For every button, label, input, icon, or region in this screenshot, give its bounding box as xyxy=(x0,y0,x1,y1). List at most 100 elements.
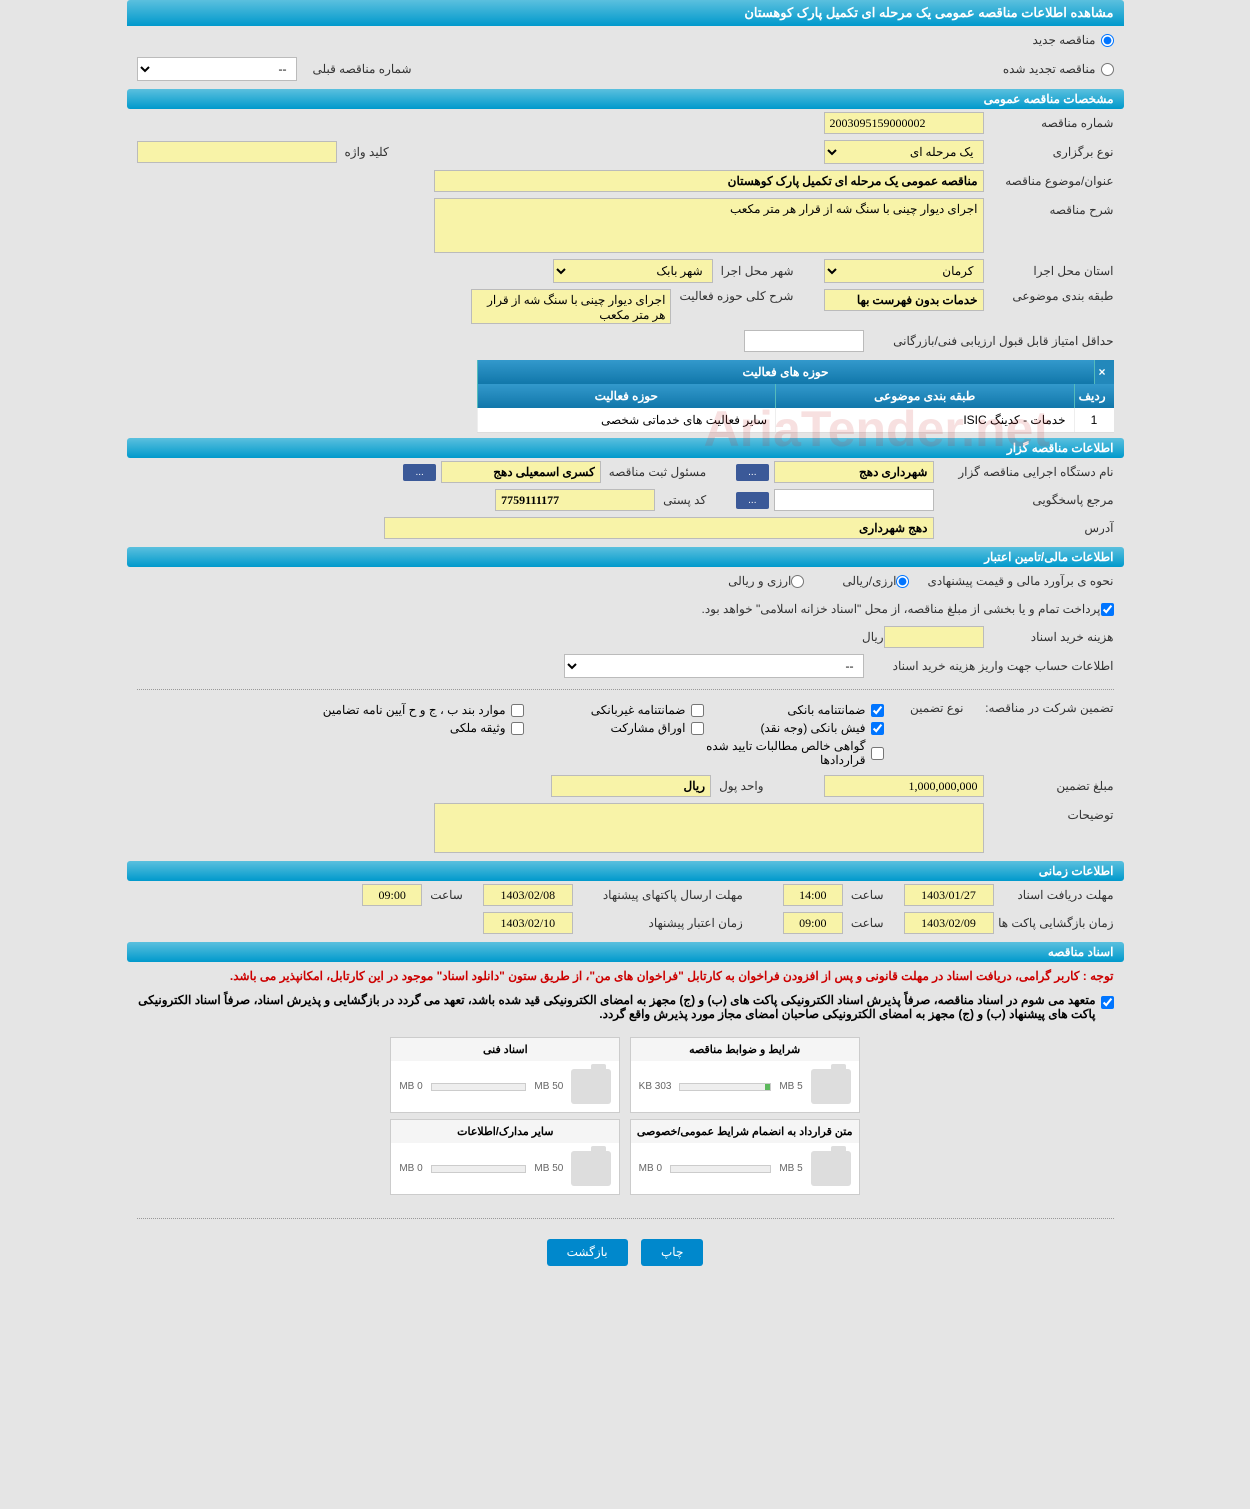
doc-box-4[interactable]: سایر مدارک/اطلاعات 50 MB 0 MB xyxy=(390,1119,620,1195)
guarantee-type-label: نوع تضمین xyxy=(884,701,964,715)
currency-rial-label: ارزی/ریالی xyxy=(834,574,896,588)
radio-both[interactable] xyxy=(791,575,804,588)
province-select[interactable]: کرمان xyxy=(824,259,984,283)
org-lookup-button[interactable]: ... xyxy=(736,464,768,481)
estimate-label: نحوه ی برآورد مالی و قیمت پیشنهادی xyxy=(919,574,1113,588)
doc4-used: 0 MB xyxy=(399,1163,422,1174)
chk-commitment[interactable] xyxy=(1101,996,1114,1009)
doc1-title: شرایط و ضوابط مناقصه xyxy=(631,1038,859,1061)
doc-box-2[interactable]: اسناد فنی 50 MB 0 MB xyxy=(390,1037,620,1113)
chk-nonbank-guarantee[interactable] xyxy=(691,704,704,717)
province-label: استان محل اجرا xyxy=(984,264,1114,278)
org-name-label: نام دستگاه اجرایی مناقصه گزار xyxy=(934,465,1114,479)
table-collapse-icon[interactable]: × xyxy=(1094,360,1114,384)
prev-tender-select[interactable]: -- xyxy=(137,57,297,81)
activity-desc-textarea[interactable]: اجرای دیوار چینی با سنگ شه از قرار هر مت… xyxy=(471,289,671,324)
account-info-label: اطلاعات حساب جهت واریز هزینه خرید اسناد xyxy=(864,659,1114,673)
doc3-used: 0 MB xyxy=(639,1163,662,1174)
notice-black: متعهد می شوم در اسناد مناقصه، صرفاً پذیر… xyxy=(137,993,1096,1021)
prev-tender-label: شماره مناقصه قبلی xyxy=(305,62,412,76)
opening-time-input[interactable] xyxy=(783,912,843,934)
receive-time-input[interactable] xyxy=(783,884,843,906)
doc4-total: 50 MB xyxy=(534,1163,563,1174)
time-label-3: ساعت xyxy=(843,916,884,930)
city-select[interactable]: شهر بابک xyxy=(553,259,713,283)
keyword-label: کلید واژه xyxy=(337,145,389,159)
chk-bank-guarantee[interactable] xyxy=(871,704,884,717)
radio-new-tender[interactable] xyxy=(1101,34,1114,47)
chk-regulation[interactable] xyxy=(511,704,524,717)
org-name-input[interactable] xyxy=(774,461,934,483)
radio-rial[interactable] xyxy=(896,575,909,588)
min-score-input[interactable] xyxy=(744,330,864,352)
notes-textarea[interactable] xyxy=(434,803,984,853)
rial-unit: ریال xyxy=(854,630,884,644)
submit-date-input[interactable] xyxy=(483,884,573,906)
chk-bank-receipt[interactable] xyxy=(871,722,884,735)
response-lookup-button[interactable]: ... xyxy=(736,492,768,509)
col-row: ردیف xyxy=(1074,384,1114,408)
folder-icon xyxy=(571,1069,611,1104)
tender-number-input[interactable] xyxy=(824,112,984,134)
doc2-total: 50 MB xyxy=(534,1081,563,1092)
progress-bar xyxy=(679,1083,771,1091)
receive-date-input[interactable] xyxy=(904,884,994,906)
response-ref-label: مرجع پاسخگویی xyxy=(934,493,1114,507)
radio-new-label: مناقصه جدید xyxy=(1025,33,1096,47)
doc-box-1[interactable]: شرایط و ضوابط مناقصه 5 MB 303 KB xyxy=(630,1037,860,1113)
time-label-1: ساعت xyxy=(843,888,884,902)
payment-note: پرداخت تمام و یا بخشی از مبلغ مناقصه، از… xyxy=(694,602,1101,616)
opening-date-input[interactable] xyxy=(904,912,994,934)
folder-icon xyxy=(811,1069,851,1104)
back-button[interactable]: بازگشت xyxy=(547,1239,628,1266)
guarantee-amount-label: مبلغ تضمین xyxy=(984,779,1114,793)
chk-property[interactable] xyxy=(511,722,524,735)
col-classification: طبقه بندی موضوعی xyxy=(775,384,1074,408)
table-cell-class: خدمات - کدینگ ISIC xyxy=(775,408,1074,432)
reg-officer-input[interactable] xyxy=(441,461,601,483)
doc2-title: اسناد فنی xyxy=(391,1038,619,1061)
activity-table-header: × حوزه های فعالیت xyxy=(477,360,1114,384)
currency-unit-label: واحد پول xyxy=(711,779,763,793)
chk-regulation-label: موارد بند ب ، ج و ح آیین نامه تضامین xyxy=(323,703,506,717)
validity-date-input[interactable] xyxy=(483,912,573,934)
chk-contract-cert-label: گواهی خالص مطالبات تایید شده قراردادها xyxy=(704,739,866,767)
officer-lookup-button[interactable]: ... xyxy=(403,464,435,481)
holding-type-select[interactable]: یک مرحله ای xyxy=(824,140,984,164)
chk-payment-note[interactable] xyxy=(1101,603,1114,616)
time-label-2: ساعت xyxy=(422,888,463,902)
table-row: 1 خدمات - کدینگ ISIC سایر فعالیت های خدم… xyxy=(477,408,1114,433)
guarantee-amount-input[interactable] xyxy=(824,775,984,797)
currency-both-label: ارزی و ریالی xyxy=(720,574,791,588)
desc-textarea[interactable]: اجرای دیوار چینی با سنگ شه از قرار هر مت… xyxy=(434,198,984,253)
folder-icon xyxy=(811,1151,851,1186)
page-title-bar: مشاهده اطلاعات مناقصه عمومی یک مرحله ای … xyxy=(127,0,1124,26)
postal-input[interactable] xyxy=(495,489,655,511)
tender-number-label: شماره مناقصه xyxy=(984,116,1114,130)
response-ref-input[interactable] xyxy=(774,489,934,511)
classification-input[interactable] xyxy=(824,289,984,311)
doc1-total: 5 MB xyxy=(779,1081,802,1092)
currency-unit-input[interactable] xyxy=(551,775,711,797)
chk-participation[interactable] xyxy=(691,722,704,735)
submit-time-input[interactable] xyxy=(362,884,422,906)
opening-label: زمان بازگشایی پاکت ها xyxy=(994,916,1114,930)
activity-table-columns: ردیف طبقه بندی موضوعی حوزه فعالیت xyxy=(477,384,1114,408)
address-label: آدرس xyxy=(934,521,1114,535)
progress-bar xyxy=(670,1165,771,1173)
postal-label: کد پستی xyxy=(655,493,706,507)
account-select[interactable]: -- xyxy=(564,654,864,678)
title-input[interactable] xyxy=(434,170,984,192)
doc-box-3[interactable]: متن قرارداد به انضمام شرایط عمومی/خصوصی … xyxy=(630,1119,860,1195)
chk-contract-cert[interactable] xyxy=(871,747,884,760)
doc3-total: 5 MB xyxy=(779,1163,802,1174)
guarantee-label: تضمین شرکت در مناقصه: xyxy=(964,701,1114,715)
keyword-input[interactable] xyxy=(137,141,337,163)
address-input[interactable] xyxy=(384,517,934,539)
section-organizer-bar: اطلاعات مناقصه گزار xyxy=(127,438,1124,458)
min-score-label: حداقل امتیاز قابل قبول ارزیابی فنی/بازرگ… xyxy=(864,334,1114,348)
chk-bank-guarantee-label: ضمانتنامه بانکی xyxy=(787,703,865,717)
doc-cost-input[interactable] xyxy=(884,626,984,648)
print-button[interactable]: چاپ xyxy=(641,1239,703,1266)
radio-renewed-tender[interactable] xyxy=(1101,63,1114,76)
